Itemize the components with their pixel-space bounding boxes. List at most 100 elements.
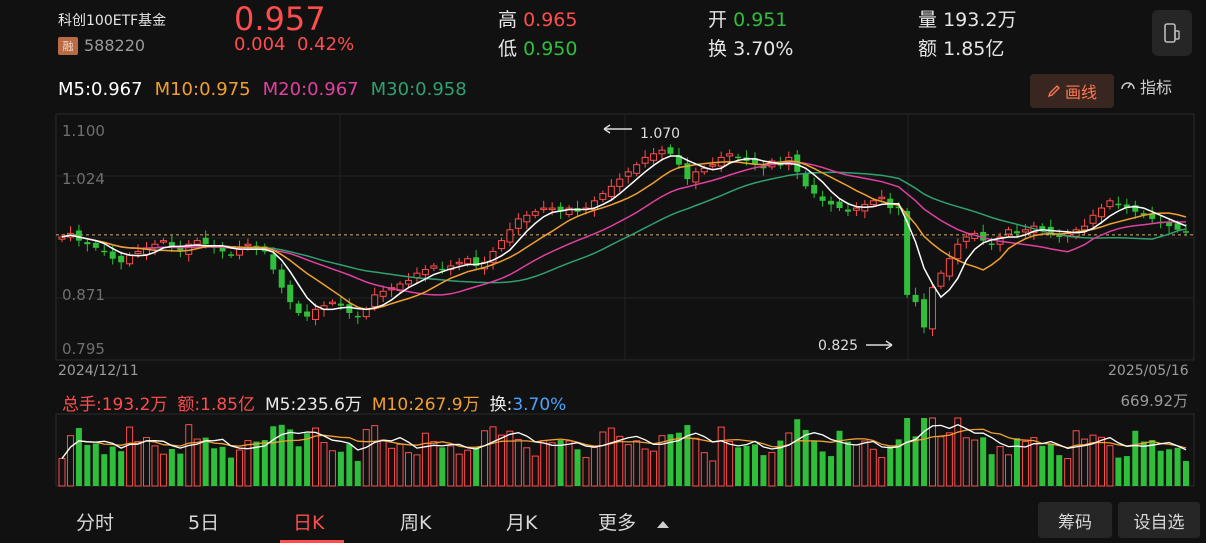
low-annotation: 0.825 [818, 338, 893, 354]
volume-bar [473, 447, 480, 486]
candle-body [1106, 200, 1114, 208]
tab-weekly-k[interactable]: 周K [400, 512, 432, 534]
candle-body [287, 284, 294, 303]
volume-bar [1039, 445, 1046, 486]
candle-body [337, 303, 344, 306]
volume-bar [143, 437, 151, 487]
volume-bar [278, 424, 285, 486]
volume-bar [785, 432, 793, 487]
volume-m10-label: M10:267.9万 [371, 395, 480, 415]
rotate-phone-icon [1164, 23, 1180, 43]
volume-bar [134, 441, 142, 487]
volume-bar [1166, 449, 1173, 486]
volume-bar [481, 430, 489, 487]
candle-body [1132, 205, 1139, 212]
volume-bar [455, 453, 463, 487]
volume-bar [996, 446, 1004, 487]
candle-body [244, 243, 252, 247]
volume-bar [624, 444, 632, 487]
volume-bar [211, 448, 218, 486]
candle-body [473, 257, 480, 266]
y-tick-label: 0.871 [62, 286, 105, 304]
draw-line-button[interactable]: 画线 [1030, 74, 1114, 108]
volume-bar [320, 441, 328, 487]
volume-bar [1013, 438, 1020, 486]
low-value: 0.950 [523, 38, 578, 60]
volume-bar [506, 430, 514, 487]
candle-body [126, 254, 134, 265]
candle-body [844, 209, 851, 212]
volume-bar [1089, 434, 1097, 487]
volume-bar [607, 427, 615, 487]
volume-bar [362, 429, 370, 487]
volume-bar [1072, 430, 1080, 487]
volume-bar [878, 457, 886, 487]
candle-body [1039, 226, 1046, 230]
volume-bar [523, 447, 531, 487]
landscape-toggle-button[interactable] [1152, 10, 1192, 56]
add-watchlist-button[interactable]: 设自选 [1118, 502, 1200, 538]
amount-stat: 额 1.85亿 [918, 38, 1005, 60]
candle-body [134, 250, 142, 255]
candle-body [709, 164, 717, 167]
tab-more[interactable]: 更多 [598, 508, 670, 535]
candle-body [109, 251, 116, 259]
candle-body [878, 196, 886, 200]
fund-code: 588220 [84, 36, 146, 55]
candle-body [328, 301, 336, 305]
volume-ma10-line [61, 428, 1187, 459]
candle-body [760, 166, 767, 169]
tab-5day[interactable]: 5日 [188, 512, 220, 534]
volume-bar [658, 435, 666, 487]
indicator-button[interactable]: 指标 [1120, 74, 1172, 98]
total-volume-label: 总手:193.2万 [62, 395, 168, 415]
candle-body [75, 230, 82, 241]
candle-body [988, 243, 995, 246]
change-percent: 0.42% [296, 34, 355, 55]
candle-body [667, 147, 674, 154]
candle-body [548, 207, 556, 211]
candle-body [869, 200, 877, 205]
volume-bar [464, 449, 472, 487]
candle-body [1021, 229, 1029, 233]
volume-bar [928, 417, 936, 487]
candle-body [962, 236, 970, 242]
candle-body [354, 315, 361, 318]
volume-bar [66, 435, 74, 487]
candle-body [540, 207, 548, 211]
chips-button[interactable]: 筹码 [1038, 502, 1112, 538]
volume-bar [819, 451, 826, 486]
volume-bar [760, 455, 767, 486]
candle-body [895, 206, 902, 209]
volume-bar [101, 454, 108, 486]
draw-line-label: 画线 [1064, 83, 1097, 102]
candle-body [304, 311, 311, 317]
volume-bar [574, 449, 581, 486]
volume-bar [404, 452, 412, 487]
volume-bar [328, 450, 336, 487]
candle-body [928, 287, 936, 330]
volume-bar [379, 439, 387, 487]
candle-body [726, 153, 734, 157]
candle-body [937, 272, 945, 287]
candle-body [1174, 223, 1181, 230]
tab-daily-k[interactable]: 日K [293, 512, 325, 534]
ma10-label: M10:0.975 [154, 79, 251, 100]
tab-intraday[interactable]: 分时 [76, 512, 115, 534]
volume-bar [565, 440, 573, 487]
volume-bar [219, 446, 226, 486]
volume-bar [582, 457, 590, 487]
volume-bar [439, 447, 446, 486]
candle-body [1013, 231, 1020, 234]
candle-body [531, 211, 539, 216]
volume-bar [735, 447, 742, 486]
volume-bar [988, 454, 995, 486]
candle-body [413, 272, 421, 279]
fund-name: 科创100ETF基金 [58, 13, 167, 29]
volume-bar [75, 428, 82, 486]
volume-bar [337, 451, 344, 486]
volume-bar [159, 453, 167, 487]
tab-monthly-k[interactable]: 月K [506, 512, 538, 534]
volume-bar [447, 445, 455, 487]
